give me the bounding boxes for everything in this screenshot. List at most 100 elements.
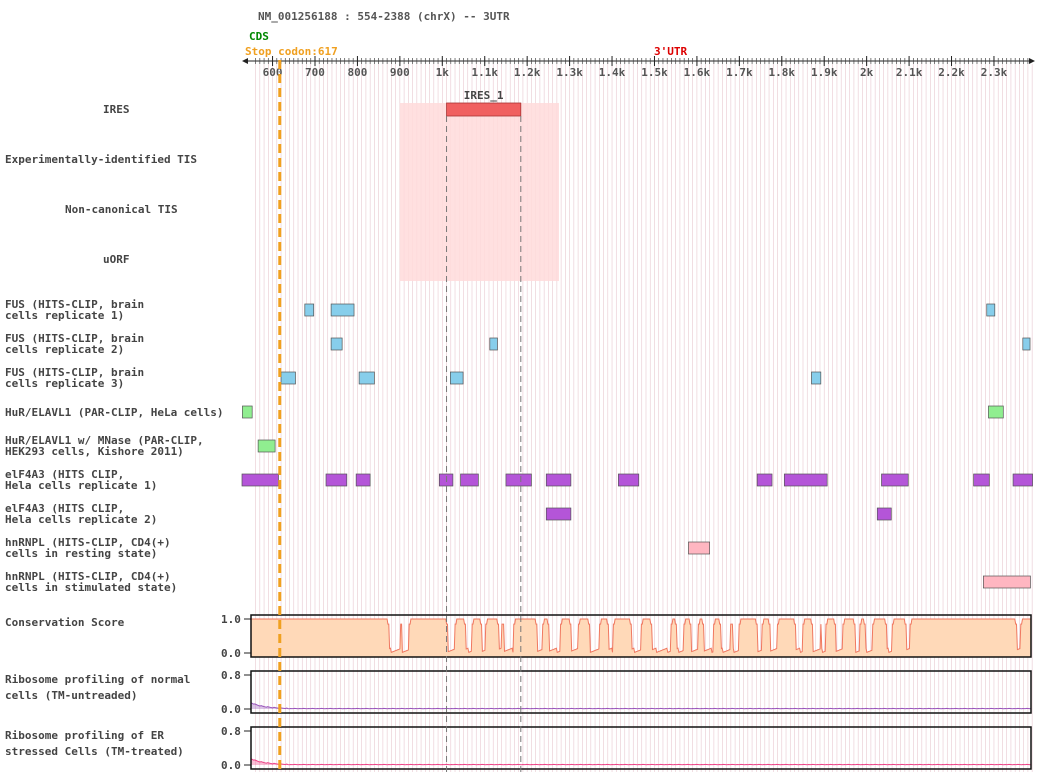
binding-site [986,303,996,317]
ruler-tick-label: 2.3k [981,66,1008,79]
ruler-tick-label: 800 [347,66,367,79]
overlay-lines [278,60,522,772]
binding-site [505,473,532,487]
track-label-fus-2-line2: cells replicate 2) [5,343,124,356]
binding-site [450,371,464,385]
conservation-frame [250,614,1032,658]
ruler-tick-label: 1k [436,66,450,79]
binding-site [783,473,828,487]
ruler-tick-label: 700 [305,66,325,79]
conservation-ytick-low: 0.0 [221,647,241,660]
track-label-uorf: uORF [103,253,130,266]
ribo-normal-ytick-high: 0.8 [221,669,241,682]
conservation-ytick-high: 1.0 [221,613,241,626]
binding-site [304,303,315,317]
conservation-line [251,618,1031,654]
ruler-tick-label: 900 [390,66,410,79]
ribo-normal-label-line2: cells (TM-untreaded) [5,689,137,702]
ribo-stressed-frame [250,726,1032,770]
track-label-fus-3-line2: cells replicate 3) [5,377,124,390]
track-label-noncanonical-tis: Non-canonical TIS [65,203,178,216]
track-label-hur-mnase-line1: HuR/ELAVL1 w/ MNase (PAR-CLIP, [5,434,204,447]
coordinate-ruler: 600 700 800 900 1k 1.1k 1.2k 1.3k 1.4k 1.5k 1.6k 1.… [242,56,1035,79]
grid-lines [255,64,1033,772]
ruler-tick-label: 1.6k [684,66,711,79]
binding-site [756,473,773,487]
binding-site [242,405,253,419]
ribo-normal-area [251,702,1031,709]
binding-site [545,473,572,487]
binding-site [618,473,640,487]
ruler-tick-label: 1.1k [471,66,498,79]
binding-site [1022,337,1031,351]
track-label-fus-1-line2: cells replicate 1) [5,309,124,322]
ruler-tick-label: 2.2k [938,66,965,79]
ribo-normal-label-line1: Ribosome profiling of normal [5,673,190,686]
track-label-hur-mnase-line2: HEK293 cells, Kishore 2011) [5,445,184,458]
ribo-stressed-ytick-high: 0.8 [221,725,241,738]
ribo-stressed-area [251,758,1031,765]
track-label-hnrnpl-rest-line2: cells in resting state) [5,547,157,560]
ribo-stressed-label-line1: Ribosome profiling of ER [5,729,164,742]
binding-site [881,473,909,487]
binding-site [688,541,710,555]
track-label-ires: IRES [103,103,130,116]
track-label-eif4a3-2-line1: elF4A3 (HITS CLIP, [5,502,124,515]
binding-site [330,337,343,351]
binding-site [988,405,1004,419]
track-labels: IRES Experimentally-identified TIS Non-can… [5,103,224,594]
binding-site [983,575,1031,589]
track-label-hnrnpl-stim-line2: cells in stimulated state) [5,581,177,594]
binding-site [460,473,479,487]
cds-label: CDS [249,30,269,43]
binding-site [330,303,355,317]
ribo-stressed-line [250,758,1031,766]
transcript-title: NM_001256188 : 554-2388 (chrX) -- 3UTR [258,10,510,23]
ruler-tick-label: 1.3k [556,66,583,79]
binding-site [241,473,279,487]
conservation-label: Conservation Score [5,616,125,629]
stop-codon-label: Stop codon:617 [245,45,338,58]
track-label-tis: Experimentally-identified TIS [5,153,197,166]
ruler-tick-label: 1.7k [726,66,753,79]
track-label-eif4a3-1-line2: Hela cells replicate 1) [5,479,157,492]
binding-site [811,371,822,385]
binding-site [358,371,375,385]
ruler-tick-label: 2.1k [896,66,923,79]
ribo-stressed-ytick-low: 0.0 [221,759,241,772]
ruler-right-arrow [1029,58,1035,64]
track-label-hnrnpl-rest-line1: hnRNPL (HITS-CLIP, CD4(+) [5,536,171,549]
feature-tracks: IRES_1 [241,89,1033,589]
ires-feature-name: IRES_1 [464,89,504,102]
binding-site [545,507,572,521]
binding-site [489,337,498,351]
ribo-normal-line [250,702,1031,710]
ruler-tick-label: 600 [263,66,283,79]
ruler-tick-label: 1.2k [514,66,541,79]
binding-site [355,473,371,487]
track-label-fus-2-line1: FUS (HITS-CLIP, brain [5,332,144,345]
ribo-normal-frame [250,670,1032,714]
track-label-hur: HuR/ELAVL1 (PAR-CLIP, HeLa cells) [5,406,224,419]
ruler-tick-label: 2k [860,66,874,79]
ires-shade [399,103,559,281]
track-label-eif4a3-1-line1: elF4A3 (HITS CLIP, [5,468,124,481]
utr-label: 3'UTR [654,45,687,58]
ruler-tick-label: 1.9k [811,66,838,79]
signal-plots: Conservation Score 1.0 0.0 Ribosome profili… [5,613,1032,772]
ires-feature [446,102,522,117]
track-label-fus-1-line1: FUS (HITS-CLIP, brain [5,298,144,311]
ruler-tick-label: 1.8k [769,66,796,79]
binding-site [973,473,990,487]
ruler-tick-label: 1.5k [641,66,668,79]
ires-shaded-region [399,103,559,281]
binding-site [1012,473,1033,487]
binding-site [325,473,348,487]
track-label-hnrnpl-stim-line1: hnRNPL (HITS-CLIP, CD4(+) [5,570,171,583]
track-label-eif4a3-2-line2: Hela cells replicate 2) [5,513,157,526]
binding-site [257,439,276,453]
binding-site [280,371,296,385]
ribo-normal-ytick-low: 0.0 [221,703,241,716]
binding-site [876,507,892,521]
